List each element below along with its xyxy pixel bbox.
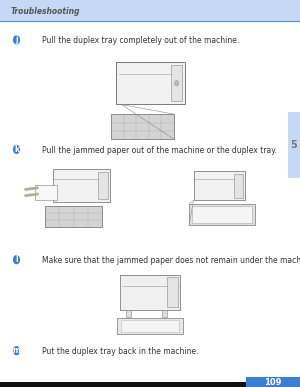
FancyBboxPatch shape <box>288 112 300 178</box>
FancyBboxPatch shape <box>192 206 252 223</box>
Text: Put the duplex tray back in the machine.: Put the duplex tray back in the machine. <box>42 347 199 356</box>
Text: Make sure that the jammed paper does not remain under the machine from static el: Make sure that the jammed paper does not… <box>42 256 300 265</box>
Text: Pull the duplex tray completely out of the machine.: Pull the duplex tray completely out of t… <box>42 36 239 45</box>
Circle shape <box>13 346 20 355</box>
FancyBboxPatch shape <box>0 0 300 21</box>
FancyBboxPatch shape <box>234 174 243 197</box>
Text: k: k <box>14 145 19 154</box>
Text: Pull the jammed paper out of the machine or the duplex tray.: Pull the jammed paper out of the machine… <box>42 146 277 155</box>
FancyBboxPatch shape <box>117 318 183 334</box>
Text: 5: 5 <box>291 140 297 150</box>
Text: Troubleshooting: Troubleshooting <box>11 7 80 16</box>
FancyBboxPatch shape <box>45 206 102 227</box>
Circle shape <box>13 145 20 154</box>
FancyBboxPatch shape <box>162 310 166 317</box>
FancyBboxPatch shape <box>171 65 182 101</box>
FancyBboxPatch shape <box>98 172 108 199</box>
Text: 109: 109 <box>264 378 282 387</box>
FancyBboxPatch shape <box>167 277 178 307</box>
Circle shape <box>175 80 179 86</box>
Circle shape <box>13 35 20 45</box>
FancyBboxPatch shape <box>194 171 244 200</box>
FancyBboxPatch shape <box>116 62 184 104</box>
Text: j: j <box>15 35 18 45</box>
FancyBboxPatch shape <box>246 377 300 387</box>
FancyBboxPatch shape <box>126 310 130 317</box>
FancyBboxPatch shape <box>0 382 300 387</box>
FancyBboxPatch shape <box>189 204 255 225</box>
FancyBboxPatch shape <box>52 170 110 202</box>
Circle shape <box>13 255 20 264</box>
FancyBboxPatch shape <box>111 114 174 139</box>
Text: m: m <box>13 346 20 355</box>
FancyBboxPatch shape <box>121 320 179 332</box>
FancyBboxPatch shape <box>34 185 57 200</box>
FancyBboxPatch shape <box>120 275 180 310</box>
Text: l: l <box>15 255 18 264</box>
